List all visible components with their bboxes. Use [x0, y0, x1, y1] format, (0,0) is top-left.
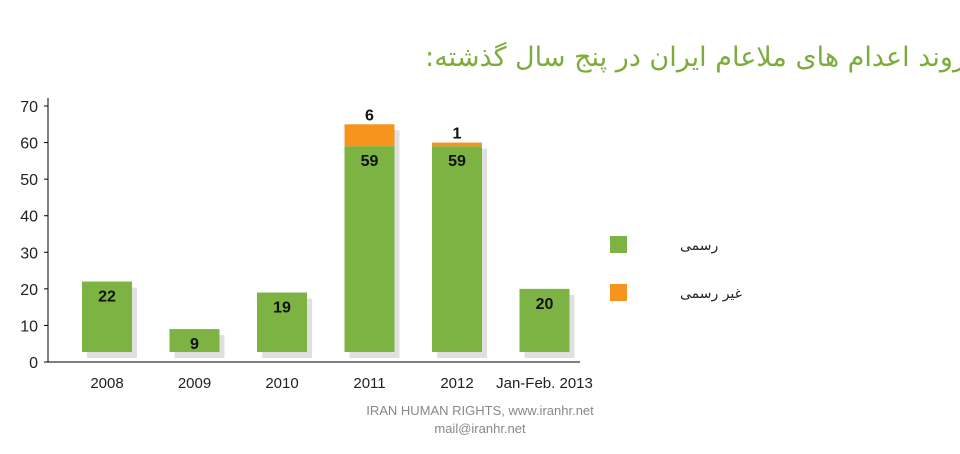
x-tick-label: Jan-Feb. 2013 — [496, 375, 593, 392]
data-label: 20 — [536, 296, 554, 313]
bar-official — [169, 329, 220, 352]
y-tick-label: 30 — [20, 245, 38, 262]
y-tick-label: 40 — [20, 209, 38, 226]
data-label: 19 — [273, 300, 291, 317]
data-label: 6 — [365, 107, 374, 124]
bar-official — [344, 146, 395, 352]
y-tick-label: 50 — [20, 172, 38, 189]
y-tick-label: 10 — [20, 318, 38, 335]
y-tick-label: 60 — [20, 136, 38, 153]
legend-label: غیر رسمی — [680, 286, 742, 302]
legend-swatch — [610, 236, 627, 253]
y-tick-label: 70 — [20, 99, 38, 116]
legend-label: رسمی — [680, 238, 718, 254]
bar-official — [519, 288, 570, 352]
x-tick-label: 2011 — [353, 375, 385, 392]
data-label: 59 — [361, 153, 379, 170]
data-label: 22 — [98, 289, 116, 306]
x-tick-label: 2012 — [440, 375, 473, 392]
footer: IRAN HUMAN RIGHTS, www.iranhr.net mail@i… — [330, 402, 630, 438]
data-label: 9 — [190, 336, 199, 353]
footer-source: IRAN HUMAN RIGHTS, www.iranhr.net — [366, 403, 594, 418]
legend-swatch — [610, 284, 627, 301]
y-tick-label: 0 — [29, 355, 38, 372]
bar-official — [432, 146, 482, 352]
data-label: 59 — [448, 153, 466, 170]
bar-official — [257, 292, 307, 352]
x-tick-label: 2008 — [90, 375, 123, 392]
bar-unofficial — [432, 142, 482, 147]
x-tick-label: 2009 — [178, 375, 211, 392]
data-label: 1 — [453, 126, 462, 143]
bar-official — [82, 281, 132, 352]
chart-title: روند اعدام های ملاعام ایران در پنج سال گ… — [425, 42, 960, 73]
x-tick-label: 2010 — [265, 375, 298, 392]
y-tick-label: 20 — [20, 282, 38, 299]
bar-unofficial — [344, 124, 395, 147]
footer-email: mail@iranhr.net — [434, 421, 526, 436]
